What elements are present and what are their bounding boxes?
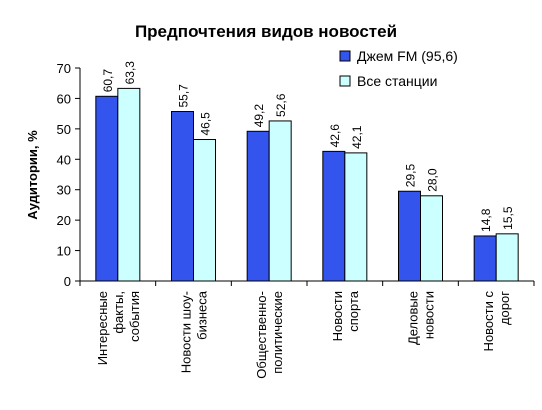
legend-swatch bbox=[339, 50, 351, 62]
y-tick-label: 50 bbox=[57, 122, 71, 137]
y-axis-label: Аудитории, % bbox=[25, 130, 40, 220]
data-label: 52,6 bbox=[274, 93, 288, 117]
data-label: 60,7 bbox=[101, 69, 115, 93]
legend: Джем FM (95,6) Все станции bbox=[339, 48, 458, 89]
bar bbox=[95, 95, 119, 282]
category-label: события bbox=[127, 291, 142, 342]
bar bbox=[398, 190, 421, 282]
y-tick-label: 40 bbox=[57, 152, 71, 167]
legend-label: Джем FM (95,6) bbox=[357, 48, 458, 64]
bar bbox=[322, 150, 346, 282]
data-label: 49,2 bbox=[252, 104, 266, 128]
category-label: бизнеса bbox=[195, 290, 210, 340]
chart-title: Предпочтения видов новостей bbox=[135, 22, 397, 41]
data-label: 29,5 bbox=[404, 164, 418, 188]
y-tick-label: 30 bbox=[57, 183, 71, 198]
data-label: 46,5 bbox=[199, 112, 213, 136]
bar bbox=[246, 130, 270, 282]
y-tick-label: 70 bbox=[57, 61, 71, 76]
category-label: Общественно- bbox=[254, 291, 269, 379]
data-label: 42,6 bbox=[328, 124, 342, 148]
category-label: Деловые bbox=[406, 291, 421, 345]
legend-swatch bbox=[339, 75, 351, 87]
data-label: 28,0 bbox=[426, 168, 440, 192]
bar bbox=[420, 195, 443, 282]
y-tick-label: 20 bbox=[57, 213, 71, 228]
category-label: Новости bbox=[330, 291, 345, 341]
bar bbox=[171, 111, 194, 282]
bar bbox=[268, 120, 292, 282]
category-label: Новости шоу- bbox=[179, 291, 194, 373]
category-label: политические bbox=[270, 291, 285, 374]
y-tick-label: 60 bbox=[57, 91, 71, 106]
data-label: 55,7 bbox=[177, 84, 191, 108]
bar bbox=[495, 233, 519, 282]
category-label: Новости с bbox=[481, 291, 496, 352]
category-label: факты, bbox=[111, 291, 126, 334]
y-tick-label: 0 bbox=[64, 274, 71, 289]
legend-label: Все станции bbox=[357, 73, 437, 89]
bar bbox=[473, 235, 497, 282]
bar bbox=[117, 87, 141, 282]
category-label: Интересные bbox=[95, 291, 110, 365]
bar bbox=[193, 139, 216, 282]
data-label: 15,5 bbox=[501, 206, 515, 230]
category-label: новости bbox=[422, 291, 437, 339]
data-label: 63,3 bbox=[123, 61, 137, 85]
category-label: спорта bbox=[346, 290, 361, 332]
data-label: 42,1 bbox=[350, 125, 364, 149]
category-label: дорог bbox=[497, 291, 512, 325]
y-tick-label: 10 bbox=[57, 244, 71, 259]
bar bbox=[344, 152, 368, 282]
data-label: 14,8 bbox=[479, 208, 493, 232]
